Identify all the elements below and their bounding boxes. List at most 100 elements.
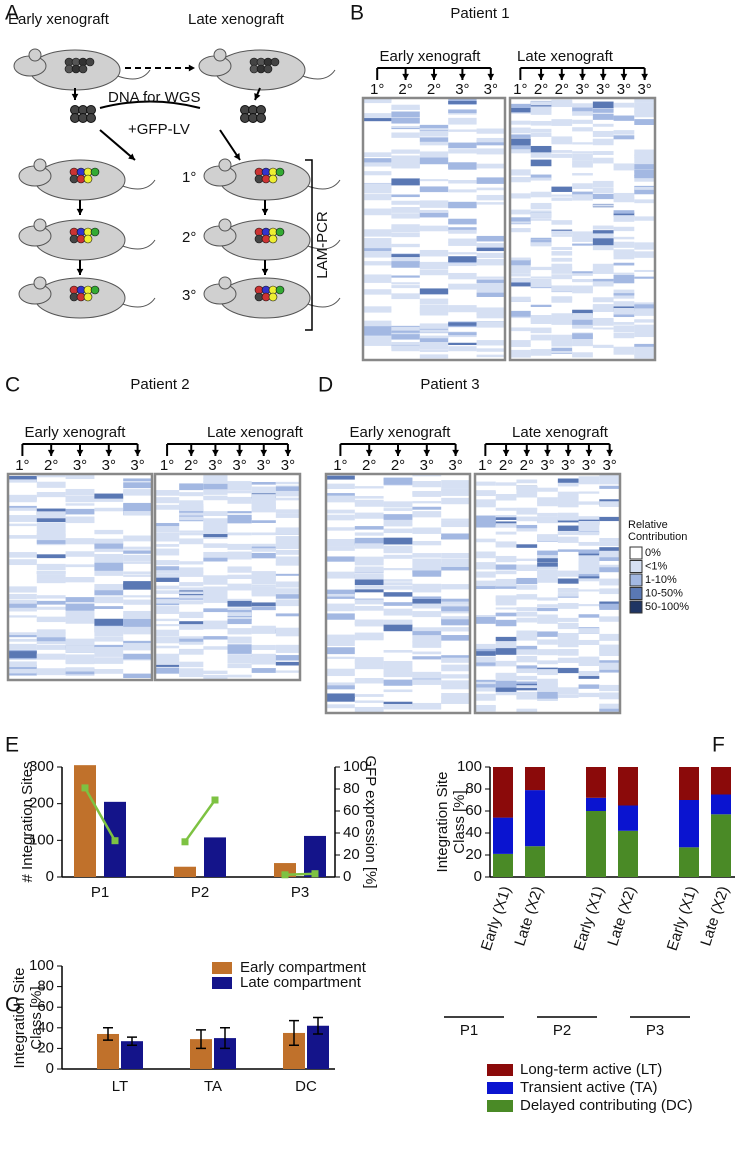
- heatmap-stripe: [179, 516, 204, 521]
- label: Late xenograft: [517, 48, 614, 65]
- heatmap-stripe: [383, 689, 413, 693]
- heatmap-stripe: [203, 536, 228, 539]
- heatmap-stripe: [510, 296, 531, 302]
- heatmap-stripe: [326, 527, 355, 531]
- heatmap-stripe: [203, 495, 228, 500]
- heatmap-stripe: [578, 478, 600, 485]
- heatmap-stripe: [391, 132, 420, 138]
- heatmap-stripe: [363, 332, 392, 336]
- heatmap-stripe: [155, 606, 180, 609]
- legend-swatch: [629, 546, 643, 560]
- heatmap-stripe: [363, 261, 392, 266]
- heatmap-stripe: [203, 581, 228, 585]
- generation-label: 2°: [391, 457, 405, 474]
- heatmap-stripe: [275, 573, 300, 576]
- heatmap-stripe: [354, 694, 384, 697]
- heatmap-stripe: [8, 586, 37, 593]
- panel-letter: D: [318, 374, 333, 397]
- heatmap-stripe: [275, 537, 300, 544]
- heatmap-stripe: [179, 600, 204, 605]
- heatmap-stripe: [441, 610, 470, 614]
- heatmap-stripe: [516, 612, 538, 617]
- heatmap-stripe: [354, 589, 384, 593]
- generation-label: 3°: [281, 457, 295, 474]
- heatmap-stripe: [441, 616, 470, 620]
- heatmap-stripe: [275, 556, 300, 560]
- heatmap-stripe: [8, 507, 37, 511]
- heatmap-stripe: [179, 500, 204, 507]
- heatmap-stripe: [123, 610, 152, 617]
- heatmap-stripe: [65, 656, 95, 662]
- heatmap-stripe: [448, 189, 477, 193]
- mouse-tail: [119, 179, 156, 190]
- axis-title: Integration Site: [434, 772, 451, 873]
- label: Late xenograft: [207, 424, 304, 441]
- heatmap-stripe: [65, 508, 95, 515]
- heatmap-stripe: [516, 594, 538, 600]
- generation-label: 3°: [637, 81, 651, 98]
- heatmap-stripe: [572, 286, 593, 290]
- heatmap-stripe: [419, 137, 449, 142]
- heatmap-stripe: [599, 708, 620, 712]
- arrow-head: [620, 73, 628, 80]
- heatmap-stripe: [326, 499, 355, 503]
- heatmap-stripe: [551, 186, 573, 192]
- heatmap-stripe: [530, 174, 552, 180]
- heatmap-stripe: [155, 573, 180, 578]
- heatmap-stripe: [65, 645, 95, 653]
- heatmap-stripe: [530, 315, 552, 321]
- heatmap-stripe: [8, 632, 37, 636]
- heatmap-stripe: [391, 207, 420, 213]
- heatmap-stripe: [65, 503, 95, 506]
- heatmap-stripe: [551, 194, 573, 197]
- heatmap-stripe: [155, 497, 180, 501]
- heatmap-stripe: [179, 505, 204, 512]
- heatmap-stripe: [36, 481, 66, 488]
- heatmap-stripe: [634, 354, 655, 359]
- heatmap-stripe: [495, 570, 517, 575]
- heatmap-stripe: [551, 334, 573, 341]
- heatmap-stripe: [572, 319, 593, 325]
- heatmap-stripe: [599, 578, 620, 586]
- heatmap-stripe: [326, 475, 355, 480]
- heatmap-stripe: [537, 558, 558, 563]
- heatmap-stripe: [441, 696, 470, 704]
- heatmap-stripe: [572, 127, 593, 132]
- label: Early xenograft: [8, 11, 110, 28]
- mouse-tail: [119, 297, 156, 308]
- heatmap-stripe: [391, 155, 420, 161]
- heatmap-stripe: [516, 566, 538, 571]
- heatmap-stripe: [94, 557, 124, 563]
- heatmap-stripe: [530, 282, 552, 288]
- legend-swatch: [629, 587, 643, 600]
- heatmap-stripe: [441, 680, 470, 687]
- generation-label: 1°: [478, 457, 492, 474]
- generation-label: 3°: [448, 457, 462, 474]
- x-tick-label: LT: [112, 1078, 128, 1095]
- heatmap-stripe: [475, 685, 496, 692]
- group-label: P1: [460, 1022, 478, 1039]
- heatmap-stripe: [179, 670, 204, 678]
- heatmap-stripe: [578, 549, 600, 552]
- heatmap-stripe: [412, 598, 442, 605]
- heatmap-stripe: [155, 618, 180, 622]
- heatmap-stripe: [227, 490, 252, 494]
- heatmap-stripe: [634, 110, 655, 118]
- heatmap-stripe: [448, 256, 477, 263]
- heatmap-stripe: [8, 604, 37, 612]
- heatmap-stripe: [179, 571, 204, 577]
- mouse-ear: [28, 48, 42, 62]
- heatmap-stripe: [613, 272, 635, 277]
- label: Early xenograft: [350, 424, 452, 441]
- heatmap-stripe: [476, 129, 505, 134]
- arrow-head: [261, 208, 269, 215]
- tick-label: 20: [37, 1039, 54, 1056]
- heatmap-stripe: [8, 475, 37, 483]
- generation-label: 3°: [257, 457, 271, 474]
- heatmap-stripe: [530, 218, 552, 221]
- heatmap-stripe: [391, 104, 420, 110]
- heatmap-stripe: [599, 665, 620, 670]
- arrow-head: [452, 449, 459, 456]
- heatmap-stripe: [275, 528, 300, 535]
- bracket: [305, 159, 313, 331]
